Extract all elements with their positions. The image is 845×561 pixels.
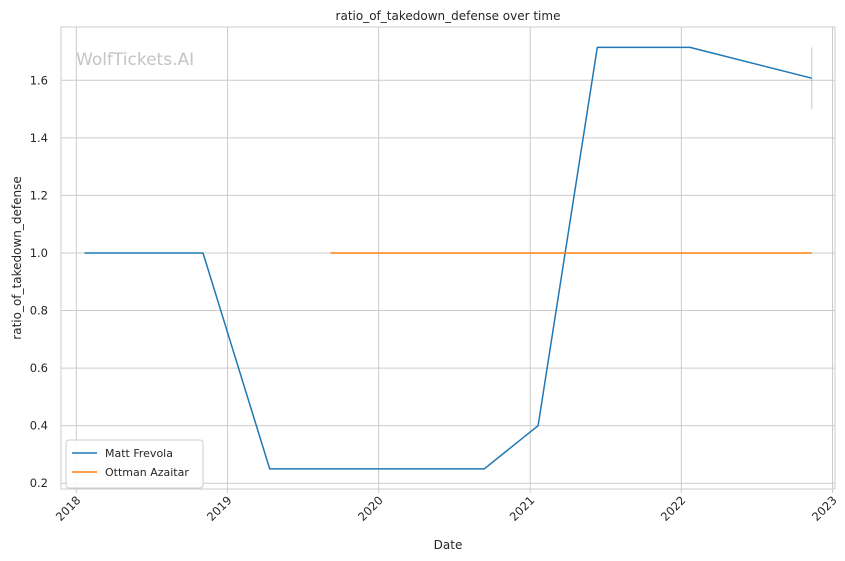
y-tick-label: 1.0 bbox=[30, 246, 48, 260]
legend-box bbox=[65, 439, 204, 489]
y-tick-label: 0.4 bbox=[30, 419, 48, 433]
series-layer bbox=[84, 46, 813, 470]
watermark: WolfTickets.AI bbox=[76, 50, 194, 70]
y-tick-label: 0.2 bbox=[30, 476, 48, 490]
y-axis-ticks: 0.2 0.4 0.6 0.8 1.0 1.2 1.4 1.6 bbox=[30, 73, 48, 490]
legend: Matt Frevola Ottman Azaitar bbox=[65, 439, 204, 489]
y-tick-label: 0.6 bbox=[30, 361, 48, 375]
y-tick-label: 1.6 bbox=[30, 73, 48, 87]
y-tick-label: 1.2 bbox=[30, 188, 48, 202]
y-tick-label: 1.4 bbox=[30, 131, 48, 145]
legend-label: Matt Frevola bbox=[105, 447, 173, 460]
y-axis-title: ratio_of_takedown_defense bbox=[10, 176, 24, 339]
x-axis-title: Date bbox=[434, 538, 463, 552]
y-tick-label: 0.8 bbox=[30, 304, 48, 318]
plot-area-frame bbox=[60, 26, 836, 490]
chart-title: ratio_of_takedown_defense over time bbox=[336, 9, 561, 23]
series-line-1 bbox=[84, 46, 812, 470]
legend-label: Ottman Azaitar bbox=[105, 466, 189, 479]
